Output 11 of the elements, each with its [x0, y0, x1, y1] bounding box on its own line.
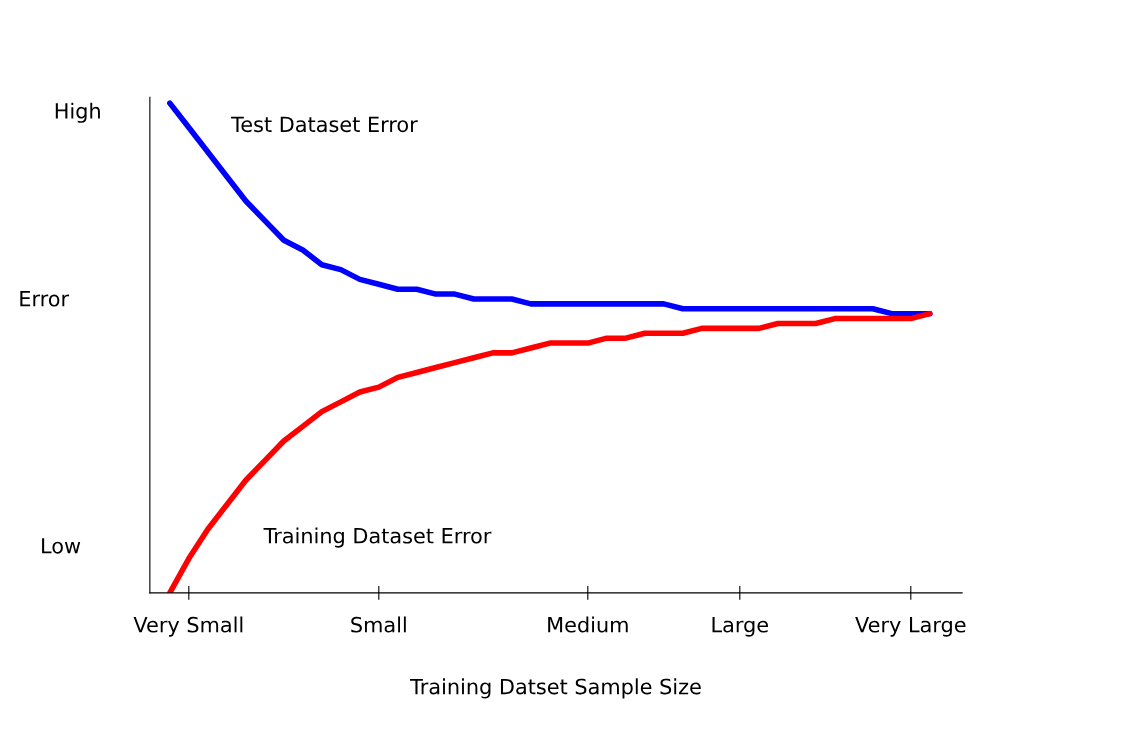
- text: Training Dataset Error: [263, 527, 492, 548]
- y-axis-title: Error: [20, 291, 70, 307]
- text: Low: [42, 538, 81, 554]
- x-tick-label: Small: [351, 616, 406, 633]
- x-tick-label: Very Large: [855, 617, 966, 637]
- text: High: [55, 102, 100, 123]
- series-label: Test Dataset Error: [231, 116, 418, 133]
- x-tick-label: Medium: [548, 616, 628, 633]
- x-tick-label: Large: [712, 617, 768, 637]
- x-tick-label: Very Small: [133, 616, 243, 637]
- x-axis-title: Training Datset Sample Size: [410, 678, 701, 699]
